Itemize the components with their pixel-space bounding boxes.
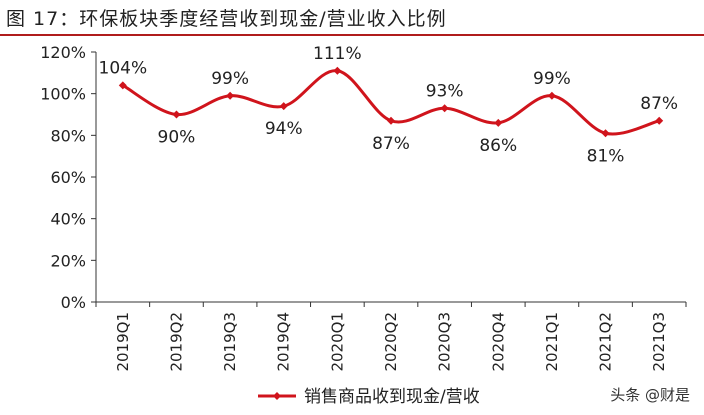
- x-tick-label: 2019Q3: [221, 312, 239, 372]
- legend-swatch-marker: [273, 392, 281, 400]
- data-label: 111%: [313, 44, 362, 64]
- y-tick-label: 100%: [40, 85, 86, 104]
- data-point: [655, 116, 664, 125]
- y-axis: 0% 20% 40% 60% 80% 100% 120%: [40, 43, 97, 312]
- y-tick-label: 80%: [50, 126, 86, 145]
- y-tick-label: 0%: [61, 293, 86, 312]
- data-point: [440, 104, 449, 113]
- data-point: [118, 81, 127, 90]
- data-label: 81%: [587, 146, 625, 166]
- y-tick-label: 120%: [40, 43, 86, 62]
- watermark: 头条 @财是: [610, 386, 690, 404]
- data-label: 104%: [99, 58, 148, 78]
- data-label: 99%: [533, 69, 571, 89]
- x-tick-label: 2020Q2: [382, 312, 400, 372]
- data-label: 86%: [479, 136, 517, 156]
- y-tick-label: 60%: [50, 168, 86, 187]
- data-label: 90%: [158, 128, 196, 148]
- legend: 销售商品收到现金/营收: [258, 387, 480, 407]
- data-point: [279, 102, 288, 111]
- data-point: [226, 91, 235, 100]
- data-point: [494, 118, 503, 127]
- x-axis: 2019Q1 2019Q2 2019Q3 2019Q4 2020Q1 2020Q2 2020…: [95, 301, 687, 372]
- y-tick-label: 20%: [50, 251, 86, 270]
- x-tick-label: 2021Q3: [650, 312, 668, 372]
- data-point: [333, 66, 342, 75]
- figure-title: 图 17：环保板块季度经营收到现金/营业收入比例: [6, 8, 447, 30]
- x-tick-label: 2019Q2: [167, 312, 185, 372]
- data-labels: 104% 90% 99% 94% 111% 87% 93% 86% 99% 81% 87%: [99, 44, 679, 167]
- series-layer: [118, 66, 664, 138]
- x-tick-label: 2020Q1: [328, 312, 346, 372]
- data-label: 87%: [372, 134, 410, 154]
- x-tick-label: 2021Q1: [543, 312, 561, 372]
- x-tick-label: 2020Q3: [436, 312, 454, 372]
- data-point: [172, 110, 181, 119]
- x-tick-label: 2019Q1: [114, 312, 132, 372]
- data-label: 93%: [426, 81, 464, 101]
- x-tick-label: 2021Q2: [597, 312, 615, 372]
- y-tick-label: 40%: [50, 210, 86, 229]
- data-label: 99%: [211, 69, 249, 89]
- data-point: [547, 91, 556, 100]
- data-label: 94%: [265, 119, 303, 139]
- x-tick-label: 2020Q4: [489, 312, 507, 372]
- data-point: [601, 129, 610, 138]
- x-tick-label: 2019Q4: [275, 312, 293, 372]
- data-label: 87%: [640, 94, 678, 114]
- legend-label: 销售商品收到现金/营收: [304, 387, 480, 407]
- data-point: [387, 116, 395, 125]
- title-divider: [0, 34, 704, 36]
